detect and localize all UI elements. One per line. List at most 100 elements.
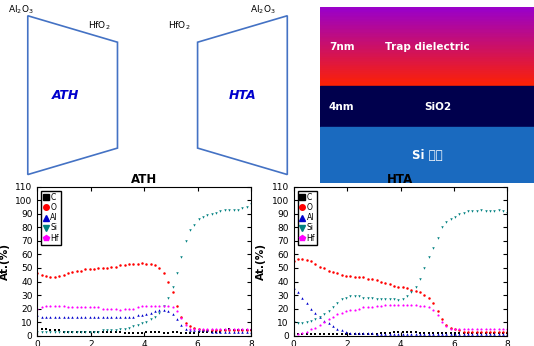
O <box>443 323 450 327</box>
Hf <box>439 320 445 324</box>
C <box>117 329 123 334</box>
O <box>169 290 176 294</box>
Si <box>439 225 445 229</box>
Si <box>156 311 163 315</box>
Hf <box>447 327 454 331</box>
Al <box>156 308 163 312</box>
O <box>69 270 75 274</box>
C <box>82 329 89 334</box>
Si <box>491 209 498 213</box>
Al <box>334 327 341 331</box>
O <box>312 262 319 266</box>
Si <box>130 324 137 328</box>
Hf <box>187 327 193 331</box>
Si <box>178 255 184 259</box>
C <box>496 331 502 335</box>
Bar <box>320 57 534 58</box>
C <box>482 331 489 335</box>
Si <box>378 297 384 301</box>
Al <box>125 315 132 319</box>
Al <box>113 315 119 319</box>
Si <box>135 323 141 327</box>
Hf <box>34 307 41 311</box>
Al <box>504 332 511 336</box>
Hf <box>417 304 423 308</box>
C <box>373 332 380 336</box>
Si <box>52 329 58 334</box>
O <box>334 271 341 275</box>
C <box>474 331 480 335</box>
O <box>426 296 432 300</box>
Bar <box>320 15 534 16</box>
Si <box>329 305 336 309</box>
O <box>156 266 163 270</box>
Si <box>117 327 123 331</box>
Al <box>491 332 498 336</box>
Bar <box>320 36 534 37</box>
Si <box>452 215 458 219</box>
Al <box>56 315 62 319</box>
Si <box>351 294 358 299</box>
O <box>378 280 384 284</box>
Bar <box>320 85 534 86</box>
Al <box>169 312 176 316</box>
Hf <box>339 311 345 315</box>
C <box>447 331 454 335</box>
C <box>169 329 176 334</box>
O <box>387 282 393 286</box>
Al <box>399 332 406 336</box>
C <box>413 329 419 334</box>
Al <box>373 332 380 336</box>
Hf <box>369 305 375 309</box>
Text: 7nm: 7nm <box>329 42 355 52</box>
C <box>356 332 362 336</box>
Bar <box>320 48 534 49</box>
Al <box>217 329 224 334</box>
Bar <box>320 18 534 20</box>
O <box>373 278 380 282</box>
Hf <box>343 309 349 313</box>
Al <box>478 332 484 336</box>
Al <box>209 329 215 334</box>
Hf <box>135 305 141 309</box>
Bar <box>320 78 534 80</box>
C <box>395 329 402 334</box>
Si <box>139 321 145 326</box>
Si <box>391 297 397 301</box>
Al <box>191 328 198 332</box>
O <box>399 285 406 289</box>
Al <box>139 313 145 317</box>
Si <box>408 290 414 294</box>
Si <box>430 246 436 250</box>
Text: Al$_2$O$_3$: Al$_2$O$_3$ <box>9 3 34 16</box>
O <box>56 274 62 278</box>
C <box>99 329 106 334</box>
Hf <box>191 327 198 331</box>
Line: Si: Si <box>293 209 508 325</box>
Hf <box>248 327 254 331</box>
Al <box>351 331 358 335</box>
Bar <box>320 63 534 65</box>
Hf <box>139 304 145 308</box>
Si <box>143 320 150 324</box>
Si <box>312 317 319 321</box>
Al <box>91 315 97 319</box>
Al <box>329 324 336 328</box>
Al <box>413 332 419 336</box>
Al <box>430 332 436 336</box>
Text: HTA: HTA <box>229 89 256 102</box>
C <box>391 329 397 334</box>
O <box>369 277 375 281</box>
C <box>491 331 498 335</box>
C <box>430 331 436 335</box>
O <box>139 261 145 265</box>
Bar <box>320 24 534 26</box>
C <box>500 331 506 335</box>
Hf <box>382 302 388 307</box>
Si <box>230 208 237 212</box>
Al <box>426 332 432 336</box>
Al <box>235 329 241 334</box>
Si <box>339 297 345 301</box>
Si <box>95 329 101 334</box>
Hf <box>465 327 472 331</box>
